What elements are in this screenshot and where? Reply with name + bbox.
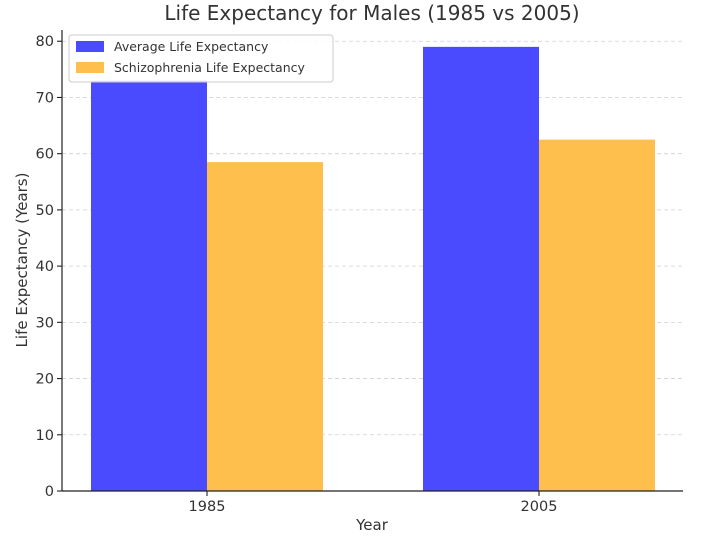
bar-schizophrenia-life-expectancy-1985 bbox=[207, 162, 323, 492]
y-tick-label: 40 bbox=[36, 259, 54, 275]
y-tick-label: 80 bbox=[36, 34, 54, 50]
y-tick-label: 20 bbox=[36, 372, 54, 388]
y-tick-label: 70 bbox=[36, 90, 54, 106]
legend-swatch bbox=[76, 62, 104, 73]
axes bbox=[61, 30, 683, 492]
legend: Average Life Expectancy Schizophrenia Lif… bbox=[68, 34, 334, 83]
y-tick-label: 50 bbox=[36, 203, 54, 219]
legend-swatch bbox=[76, 41, 104, 52]
x-ticks: 1985 2005 bbox=[189, 491, 558, 515]
y-ticks: 0 10 20 30 40 50 60 70 80 bbox=[36, 34, 62, 500]
y-axis-label: Life Expectancy (Years) bbox=[13, 173, 31, 348]
bar-schizophrenia-life-expectancy-2005 bbox=[539, 139, 655, 491]
chart-title: Life Expectancy for Males (1985 vs 2005) bbox=[164, 1, 579, 25]
grid-lines bbox=[62, 40, 683, 436]
y-tick-label: 60 bbox=[36, 147, 54, 163]
bars bbox=[91, 46, 655, 492]
bar-average-life-expectancy-2005 bbox=[423, 46, 539, 492]
y-tick-label: 30 bbox=[36, 315, 54, 331]
bar-average-life-expectancy-1985 bbox=[91, 80, 207, 491]
legend-entry-label: Average Life Expectancy bbox=[114, 39, 269, 54]
x-tick-label: 2005 bbox=[521, 499, 558, 515]
legend-entry-label: Schizophrenia Life Expectancy bbox=[114, 60, 306, 75]
x-axis-label: Year bbox=[355, 516, 389, 534]
x-tick-label: 1985 bbox=[189, 499, 226, 515]
legend-box bbox=[68, 34, 334, 83]
y-tick-label: 0 bbox=[45, 484, 54, 500]
y-tick-label: 10 bbox=[36, 428, 54, 444]
